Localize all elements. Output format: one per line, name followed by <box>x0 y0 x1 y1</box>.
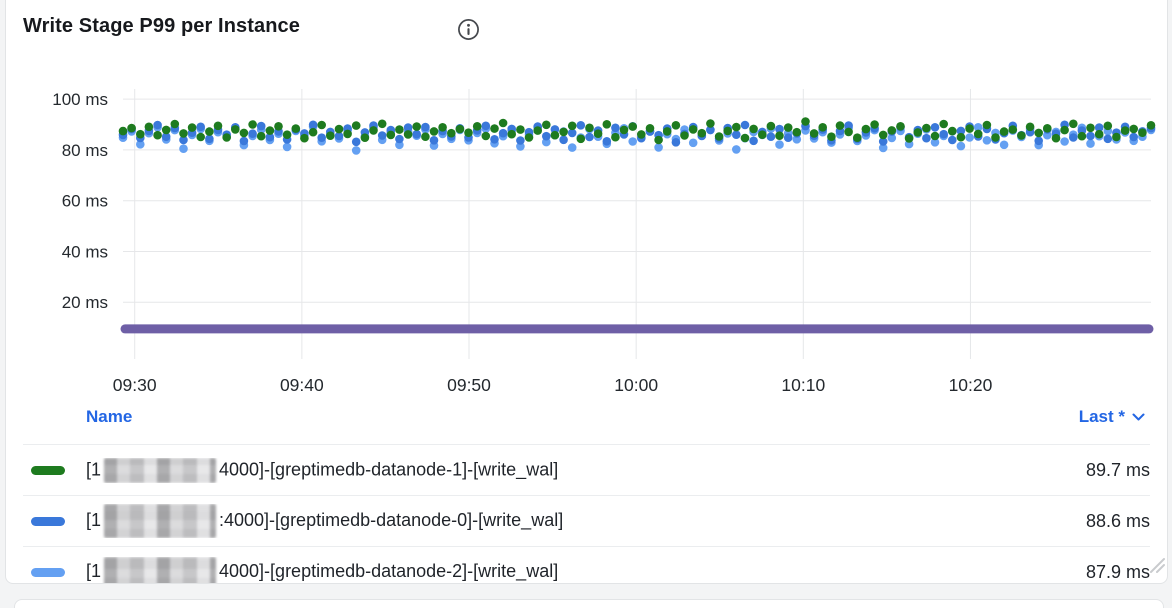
legend-row[interactable]: [1 4000]-[greptimedb-datanode-2]-[write_w… <box>23 546 1150 583</box>
legend-row[interactable]: [1:4000]-[greptimedb-datanode-0]-[write_… <box>23 495 1150 546</box>
y-axis-tick-label: 100 ms <box>52 90 108 109</box>
legend-sort-name[interactable]: Name <box>86 407 133 426</box>
series-last-value: 87.9 ms <box>1085 561 1150 582</box>
series-points[interactable] <box>118 120 1156 147</box>
panel-title: Write Stage P99 per Instance <box>23 15 300 37</box>
x-axis-tick-label: 10:10 <box>781 375 825 395</box>
redacted-ip <box>104 557 217 583</box>
panel-write-stage-p99: Write Stage P99 per Instance 100 ms 80 ms… <box>5 0 1168 584</box>
legend-table: [1 4000]-[greptimedb-datanode-1]-[write_w… <box>23 444 1150 583</box>
x-axis-tick-label: 09:50 <box>447 375 491 395</box>
time-series-chart[interactable]: 100 ms 80 ms 60 ms 40 ms 20 ms 09:30 09:40 09:5… <box>6 0 1168 584</box>
series-marker[interactable] <box>31 567 65 577</box>
x-axis-tick-label: 09:30 <box>113 375 157 395</box>
redacted-ip <box>104 504 217 538</box>
x-axis-tick-label: 09:40 <box>280 375 324 395</box>
series-points[interactable] <box>118 117 1156 145</box>
series-name[interactable]: [1 4000]-[greptimedb-datanode-1]-[write_w… <box>86 457 558 483</box>
next-panel-edge <box>14 599 1164 608</box>
legend-last-label: Last * <box>1078 407 1125 426</box>
y-axis-tick-label: 80 ms <box>62 141 108 160</box>
x-axis-tick-label: 10:00 <box>614 375 658 395</box>
info-icon[interactable] <box>457 18 480 41</box>
series-marker[interactable] <box>31 516 65 526</box>
x-axis-tick-label: 10:20 <box>949 375 993 395</box>
series-marker[interactable] <box>31 465 65 475</box>
y-axis-tick-label: 20 ms <box>62 293 108 312</box>
series-last-value: 88.6 ms <box>1085 510 1150 531</box>
chevron-down-icon <box>1132 413 1145 420</box>
series-name[interactable]: [1:4000]-[greptimedb-datanode-0]-[write_… <box>86 504 563 538</box>
redacted-ip <box>104 457 217 483</box>
legend-row[interactable]: [1 4000]-[greptimedb-datanode-1]-[write_w… <box>23 444 1150 495</box>
panel-resize-handle[interactable] <box>1147 555 1165 573</box>
series-name[interactable]: [1 4000]-[greptimedb-datanode-2]-[write_w… <box>86 557 558 583</box>
series-last-value: 89.7 ms <box>1085 459 1150 480</box>
y-axis-tick-label: 40 ms <box>62 242 108 261</box>
y-axis-tick-label: 60 ms <box>62 192 108 211</box>
legend-sort-last[interactable]: Last * <box>1079 407 1145 427</box>
